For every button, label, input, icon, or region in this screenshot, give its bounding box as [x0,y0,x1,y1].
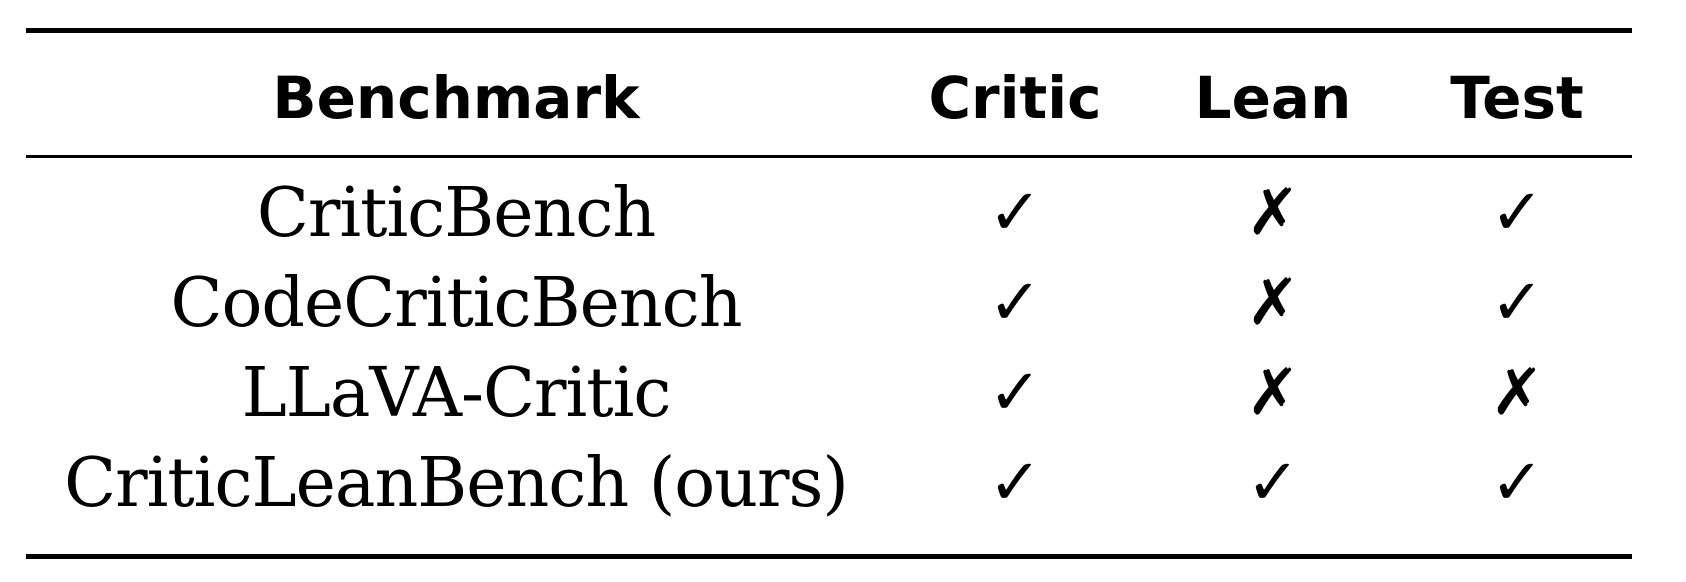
critic-mark-icon: ✓ [988,266,1042,340]
table-header-rule [26,155,1632,158]
test-mark-icon: ✓ [1490,266,1544,340]
table-row: CriticLeanBench (ours) ✓ ✓ ✓ [26,438,1632,528]
benchmark-name: LLaVA-Critic [241,353,672,433]
lean-mark-icon: ✓ [1246,446,1300,520]
lean-mark-icon: ✗ [1246,356,1300,430]
table-top-rule [26,28,1632,33]
table-header-row: Benchmark Critic Lean Test [26,58,1632,138]
header-critic: Critic [928,64,1102,132]
table-row: CriticBench ✓ ✗ ✓ [26,168,1632,258]
table-bottom-rule [26,554,1632,559]
table-row: LLaVA-Critic ✓ ✗ ✗ [26,348,1632,438]
header-benchmark: Benchmark [272,64,640,132]
critic-mark-icon: ✓ [988,176,1042,250]
test-mark-icon: ✓ [1490,176,1544,250]
benchmark-name: CriticBench [256,173,656,253]
critic-mark-icon: ✓ [988,446,1042,520]
lean-mark-icon: ✗ [1246,266,1300,340]
header-test: Test [1450,64,1584,132]
table-row: CodeCriticBench ✓ ✗ ✓ [26,258,1632,348]
critic-mark-icon: ✓ [988,356,1042,430]
header-lean: Lean [1194,64,1352,132]
benchmark-name: CodeCriticBench [170,263,742,343]
test-mark-icon: ✗ [1490,356,1544,430]
lean-mark-icon: ✗ [1246,176,1300,250]
test-mark-icon: ✓ [1490,446,1544,520]
benchmark-name: CriticLeanBench (ours) [64,443,849,523]
